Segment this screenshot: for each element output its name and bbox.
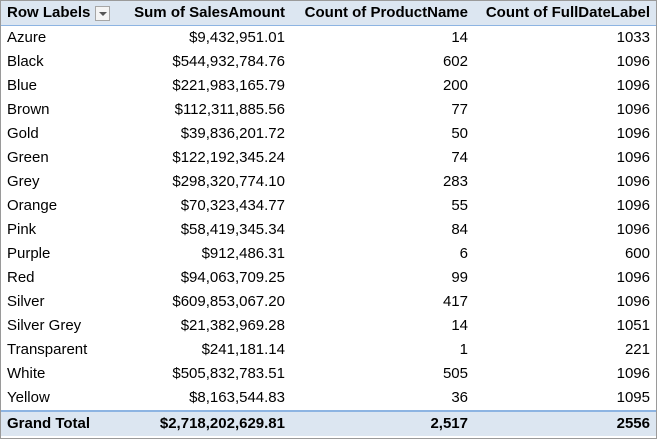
grand-total-sales[interactable]: $2,718,202,629.81 [114, 410, 291, 436]
date-count-cell[interactable]: 1096 [616, 149, 650, 166]
date-count-cell[interactable]: 221 [624, 341, 650, 358]
sales-cell[interactable]: $122,192,345.24 [172, 149, 285, 166]
row-label-cell[interactable]: Green [7, 149, 49, 166]
product-count-cell[interactable]: 74 [451, 149, 468, 166]
table-row[interactable]: White $505,832,783.51 505 1096 [1, 362, 656, 386]
table-row[interactable]: Gold $39,836,201.72 50 1096 [1, 122, 656, 146]
product-count-cell[interactable]: 36 [451, 389, 468, 406]
table-row[interactable]: Pink $58,419,345.34 84 1096 [1, 218, 656, 242]
product-count-cell[interactable]: 99 [451, 269, 468, 286]
row-label-cell[interactable]: Silver [7, 293, 45, 310]
table-row[interactable]: Transparent $241,181.14 1 221 [1, 338, 656, 362]
date-count-cell[interactable]: 1051 [616, 317, 650, 334]
row-label-cell[interactable]: Purple [7, 245, 51, 262]
row-label-cell[interactable]: Orange [7, 197, 58, 214]
sales-cell[interactable]: $544,932,784.76 [172, 53, 285, 70]
row-label-cell[interactable]: White [7, 365, 46, 382]
count-date-header[interactable]: Count of FullDateLabel [474, 1, 656, 26]
table-row[interactable]: Purple $912,486.31 6 600 [1, 242, 656, 266]
row-label-cell[interactable]: Blue [7, 77, 38, 94]
row-label-cell[interactable]: Azure [7, 29, 47, 46]
row-label-cell[interactable]: Grey [7, 173, 40, 190]
sales-cell[interactable]: $21,382,969.28 [180, 317, 285, 334]
date-count-cell[interactable]: 1096 [616, 53, 650, 70]
row-label-cell[interactable]: Black [7, 53, 44, 70]
product-count-cell[interactable]: 77 [451, 101, 468, 118]
product-count-cell[interactable]: 417 [442, 293, 468, 310]
sales-cell[interactable]: $70,323,434.77 [180, 197, 285, 214]
date-count-cell[interactable]: 1095 [616, 389, 650, 406]
table-row[interactable]: Green $122,192,345.24 74 1096 [1, 146, 656, 170]
product-count-cell[interactable]: 14 [451, 317, 468, 334]
row-label-cell[interactable]: Silver Grey [7, 317, 82, 334]
row-label-cell[interactable]: Gold [7, 125, 39, 142]
date-count-cell[interactable]: 1096 [616, 77, 650, 94]
row-labels-header-text: Row Labels [7, 4, 91, 21]
sales-cell[interactable]: $9,432,951.01 [189, 29, 285, 46]
date-count-cell[interactable]: 1096 [616, 365, 650, 382]
date-count-cell[interactable]: 1033 [616, 29, 650, 46]
sales-cell[interactable]: $912,486.31 [201, 245, 285, 262]
product-count-cell[interactable]: 14 [451, 29, 468, 46]
table-row[interactable]: Red $94,063,709.25 99 1096 [1, 266, 656, 290]
row-labels-header[interactable]: Row Labels [1, 1, 114, 26]
sales-cell[interactable]: $609,853,067.20 [172, 293, 285, 310]
sales-cell[interactable]: $8,163,544.83 [189, 389, 285, 406]
sales-cell[interactable]: $221,983,165.79 [172, 77, 285, 94]
row-label-cell[interactable]: Pink [7, 221, 37, 238]
sales-cell[interactable]: $94,063,709.25 [180, 269, 285, 286]
product-count-cell[interactable]: 505 [442, 365, 468, 382]
product-count-cell[interactable]: 283 [442, 173, 468, 190]
filter-dropdown-icon[interactable] [95, 5, 111, 21]
product-count-cell[interactable]: 50 [451, 125, 468, 142]
sales-cell[interactable]: $58,419,345.34 [180, 221, 285, 238]
sum-sales-header[interactable]: Sum of SalesAmount [114, 1, 291, 26]
table-row[interactable]: Orange $70,323,434.77 55 1096 [1, 194, 656, 218]
date-count-cell[interactable]: 600 [624, 245, 650, 262]
sales-cell[interactable]: $505,832,783.51 [172, 365, 285, 382]
date-count-cell[interactable]: 1096 [616, 293, 650, 310]
date-count-cell[interactable]: 1096 [616, 101, 650, 118]
table-row[interactable]: Brown $112,311,885.56 77 1096 [1, 98, 656, 122]
sales-cell[interactable]: $241,181.14 [201, 341, 285, 358]
sales-cell[interactable]: $39,836,201.72 [180, 125, 285, 142]
row-label-cell[interactable]: Transparent [7, 341, 88, 358]
product-count-cell[interactable]: 6 [459, 245, 468, 262]
sales-cell[interactable]: $112,311,885.56 [174, 101, 285, 118]
table-row[interactable]: Silver Grey $21,382,969.28 14 1051 [1, 314, 656, 338]
product-count-cell[interactable]: 200 [442, 77, 468, 94]
grand-total-row[interactable]: Grand Total $2,718,202,629.81 2,517 2556 [1, 410, 656, 436]
table-row[interactable]: Blue $221,983,165.79 200 1096 [1, 74, 656, 98]
date-count-cell[interactable]: 1096 [616, 173, 650, 190]
row-label-cell[interactable]: Red [7, 269, 35, 286]
product-count-cell[interactable]: 1 [459, 341, 468, 358]
grand-total-products[interactable]: 2,517 [291, 410, 474, 436]
product-count-cell[interactable]: 602 [442, 53, 468, 70]
table-row[interactable]: Black $544,932,784.76 602 1096 [1, 50, 656, 74]
grand-total-dates[interactable]: 2556 [474, 410, 656, 436]
sales-cell[interactable]: $298,320,774.10 [172, 173, 285, 190]
table-row[interactable]: Grey $298,320,774.10 283 1096 [1, 170, 656, 194]
table-row[interactable]: Yellow $8,163,544.83 36 1095 [1, 386, 656, 411]
date-count-cell[interactable]: 1096 [616, 125, 650, 142]
date-count-cell[interactable]: 1096 [616, 197, 650, 214]
table-row[interactable]: Silver $609,853,067.20 417 1096 [1, 290, 656, 314]
header-row: Row Labels Sum of SalesAmount Count of P… [1, 1, 656, 26]
date-count-cell[interactable]: 1096 [616, 221, 650, 238]
product-count-cell[interactable]: 55 [451, 197, 468, 214]
row-label-cell[interactable]: Yellow [7, 389, 50, 406]
count-product-header[interactable]: Count of ProductName [291, 1, 474, 26]
product-count-cell[interactable]: 84 [451, 221, 468, 238]
date-count-cell[interactable]: 1096 [616, 269, 650, 286]
grand-total-label[interactable]: Grand Total [1, 410, 114, 436]
row-label-cell[interactable]: Brown [7, 101, 50, 118]
table-row[interactable]: Azure $9,432,951.01 14 1033 [1, 26, 656, 51]
